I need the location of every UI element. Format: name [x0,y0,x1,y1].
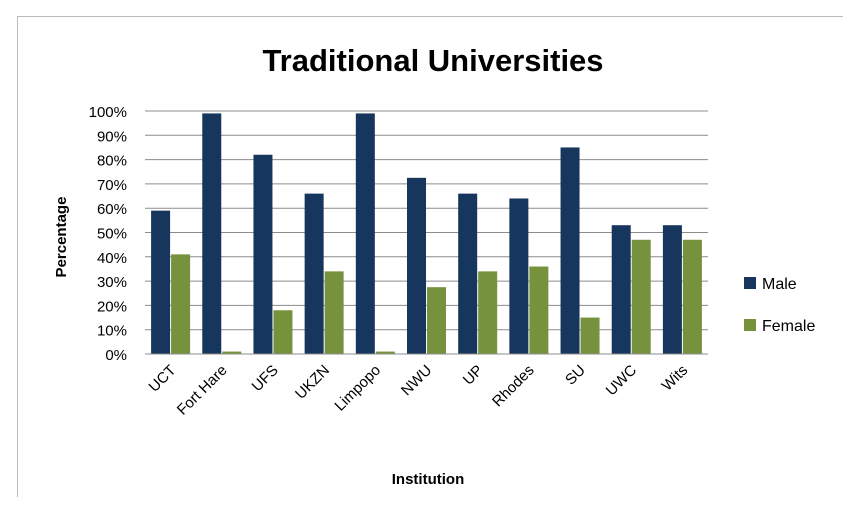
bar-female [222,351,242,354]
x-tick-label: UKZN [292,362,333,403]
legend: Male Female [744,276,815,335]
y-tick-label: 60% [97,201,127,218]
bar-male [611,225,631,354]
bar-male [304,193,324,354]
bars [151,113,702,355]
bar-male [560,147,580,354]
bar-male [662,225,682,354]
legend-swatch-male [744,277,756,289]
chart-title: Traditional Universities [262,43,603,78]
bar-male [407,177,426,354]
bar-female [580,317,600,354]
y-tick-label: 10% [97,323,127,340]
bar-male [458,193,478,354]
bar-male [151,210,171,354]
y-tick-label: 20% [97,298,127,315]
y-tick-label: 50% [97,226,127,243]
bar-male [509,198,529,354]
x-tick-label: UWC [603,362,640,399]
x-tick-label: Fort Hare [174,362,231,419]
y-tick-label: 70% [97,177,127,194]
x-tick-label: NWU [398,362,435,399]
bar-female [427,287,446,354]
x-tick-label: UP [460,362,487,389]
bar-female [375,351,395,354]
bar-female [529,266,549,354]
x-tick-label: UFS [249,362,282,395]
x-tick-label: Rhodes [489,362,538,411]
y-tick-label: 90% [97,128,127,145]
bar-female [478,271,498,354]
y-tick-labels: 0% 10% 20% 30% 40% 50% 60% 70% 80% 90% 100% [89,104,127,364]
bar-female [682,239,702,354]
x-tick-label: Limpopo [331,362,384,415]
bar-male [202,113,222,355]
y-tick-label: 80% [97,153,127,170]
legend-swatch-female [744,319,756,331]
bar-female [631,239,651,354]
x-axis-title: Institution [392,471,464,488]
y-tick-label: 40% [97,250,127,267]
legend-label-male: Male [762,276,797,293]
bar-female [324,271,344,354]
y-tick-label: 0% [105,347,127,364]
x-tick-label: Wits [659,362,692,395]
bar-female [273,310,293,354]
y-axis-title: Percentage [53,197,70,278]
y-tick-label: 30% [97,274,127,291]
bar-female [171,254,191,354]
bar-male [253,154,273,354]
y-tick-label: 100% [89,104,127,121]
x-tick-label: SU [562,362,589,389]
bar-male [355,113,375,355]
legend-label-female: Female [762,318,815,335]
x-tick-label: UCT [146,362,180,396]
